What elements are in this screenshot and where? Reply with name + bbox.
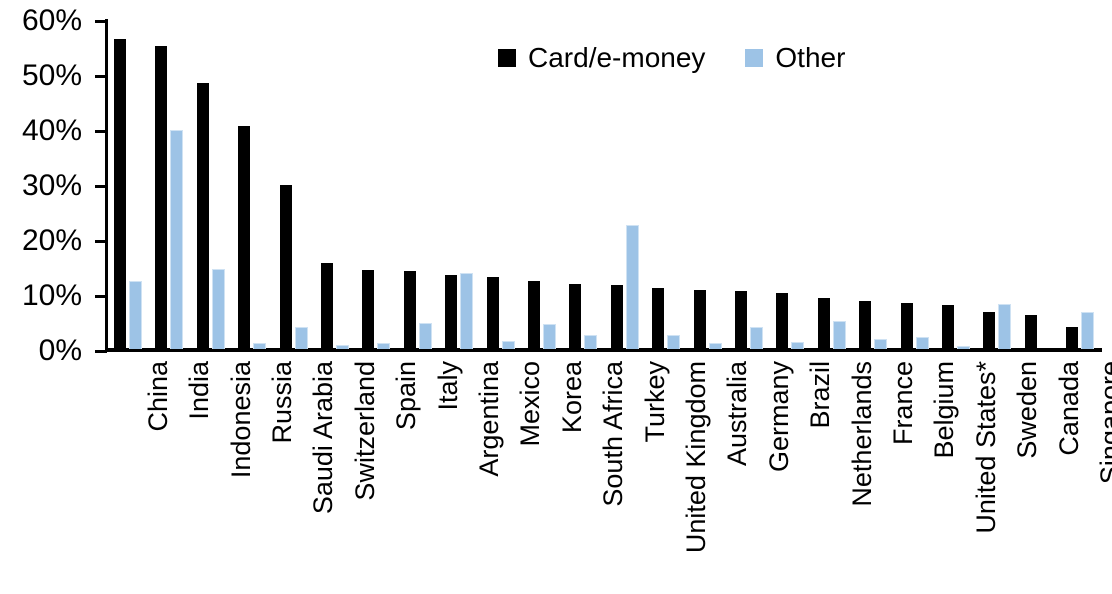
legend: Card/e-money Other <box>498 42 845 74</box>
x-axis-label-italy: Italy <box>432 361 463 411</box>
bar-other-united-states <box>957 346 970 349</box>
legend-swatch-card-e-money <box>498 49 516 67</box>
x-axis-label-saudi-arabia: Saudi Arabia <box>308 361 339 515</box>
y-axis-tick-label-30: 30% <box>21 169 82 202</box>
bar-other-netherlands <box>833 321 846 349</box>
bar-other-korea <box>543 324 556 349</box>
bar-other-italy <box>419 323 432 349</box>
x-axis-label-spain: Spain <box>391 361 422 431</box>
x-axis-label-singapore: Singapore <box>1094 361 1112 485</box>
x-axis-label-sweden: Sweden <box>1012 361 1043 459</box>
bar-card-e-money-germany <box>735 291 747 349</box>
x-axis-label-turkey: Turkey <box>639 361 670 443</box>
bar-card-e-money-saudi-arabia <box>280 185 292 349</box>
bar-card-e-money-united-kingdom <box>652 288 664 349</box>
bar-other-spain <box>377 343 390 349</box>
bar-other-turkey <box>626 225 639 349</box>
y-axis-tick <box>95 20 107 23</box>
x-axis-line <box>105 348 1102 352</box>
y-axis-tick <box>95 130 107 133</box>
bar-card-e-money-canada <box>1025 315 1037 349</box>
bar-other-india <box>170 130 183 349</box>
legend-label-other: Other <box>775 42 846 73</box>
x-axis-label-belgium: Belgium <box>929 361 960 459</box>
bar-card-e-money-france <box>859 301 871 349</box>
bar-card-e-money-brazil <box>776 293 788 349</box>
bar-card-e-money-netherlands <box>818 298 830 349</box>
x-axis-label-korea: Korea <box>556 361 587 434</box>
y-axis-tick <box>95 350 107 353</box>
x-axis-label-indonesia: Indonesia <box>225 361 256 479</box>
bar-card-e-money-belgium <box>901 303 913 349</box>
y-axis-tick-label-0: 0% <box>38 334 82 367</box>
bar-card-e-money-russia <box>238 126 250 349</box>
bar-card-e-money-italy <box>404 271 416 349</box>
y-axis-tick-label-40: 40% <box>21 114 82 147</box>
legend-item-card-e-money: Card/e-money <box>498 42 705 74</box>
bar-other-belgium <box>916 337 929 349</box>
bar-card-e-money-switzerland <box>321 263 333 349</box>
bar-other-china <box>129 281 142 349</box>
legend-swatch-other <box>745 49 764 67</box>
x-axis-label-argentina: Argentina <box>473 361 504 477</box>
bar-card-e-money-india <box>155 46 167 349</box>
bar-card-e-money-korea <box>528 281 540 349</box>
bar-other-russia <box>253 343 266 349</box>
bar-other-sweden <box>998 304 1011 349</box>
bar-card-e-money-argentina <box>445 275 457 349</box>
y-axis-tick <box>95 295 107 298</box>
bar-card-e-money-indonesia <box>197 83 209 349</box>
x-axis-label-switzerland: Switzerland <box>349 361 380 501</box>
bar-other-saudi-arabia <box>295 327 308 349</box>
x-axis-label-united-kingdom: United Kingdom <box>680 361 711 554</box>
y-axis-tick-label-20: 20% <box>21 224 82 257</box>
x-axis-label-india: India <box>184 361 215 420</box>
x-axis-label-mexico: Mexico <box>515 361 546 447</box>
bar-card-e-money-mexico <box>487 277 499 349</box>
y-axis-tick <box>95 240 107 243</box>
y-axis-tick <box>95 185 107 188</box>
bar-card-e-money-spain <box>362 270 374 349</box>
x-axis-label-netherlands: Netherlands <box>846 361 877 507</box>
bar-other-australia <box>709 343 722 349</box>
legend-item-other: Other <box>745 42 845 74</box>
x-axis-label-united-states: United States* <box>970 361 1001 534</box>
bar-other-brazil <box>791 342 804 349</box>
bar-other-united-kingdom <box>667 335 680 349</box>
bar-other-mexico <box>502 341 515 349</box>
bar-card-e-money-singapore <box>1066 327 1078 349</box>
bar-other-switzerland <box>336 345 349 349</box>
legend-label-card-e-money: Card/e-money <box>528 42 706 73</box>
x-axis-label-france: France <box>887 361 918 446</box>
x-axis-label-canada: Canada <box>1053 361 1084 456</box>
bar-card-e-money-australia <box>694 290 706 349</box>
bar-other-singapore <box>1081 312 1094 349</box>
x-axis-label-china: China <box>142 361 173 432</box>
bar-other-indonesia <box>212 269 225 349</box>
bar-card-e-money-china <box>114 39 126 349</box>
x-axis-label-russia: Russia <box>266 361 297 444</box>
bar-other-south-africa <box>584 335 597 349</box>
bar-card-e-money-sweden <box>983 312 995 349</box>
x-axis-label-germany: Germany <box>763 361 794 473</box>
x-axis-label-brazil: Brazil <box>805 361 836 429</box>
bar-card-e-money-united-states <box>942 305 954 349</box>
bar-other-france <box>874 339 887 349</box>
y-axis-tick-label-50: 50% <box>21 59 82 92</box>
x-axis-label-south-africa: South Africa <box>598 361 629 507</box>
bar-card-e-money-turkey <box>611 285 623 349</box>
bar-other-germany <box>750 327 763 349</box>
bar-other-argentina <box>460 273 473 349</box>
y-axis-tick-label-10: 10% <box>21 279 82 312</box>
x-axis-label-australia: Australia <box>722 361 753 467</box>
bar-card-e-money-south-africa <box>569 284 581 349</box>
y-axis-tick <box>95 75 107 78</box>
y-axis-tick-label-60: 60% <box>21 4 82 37</box>
